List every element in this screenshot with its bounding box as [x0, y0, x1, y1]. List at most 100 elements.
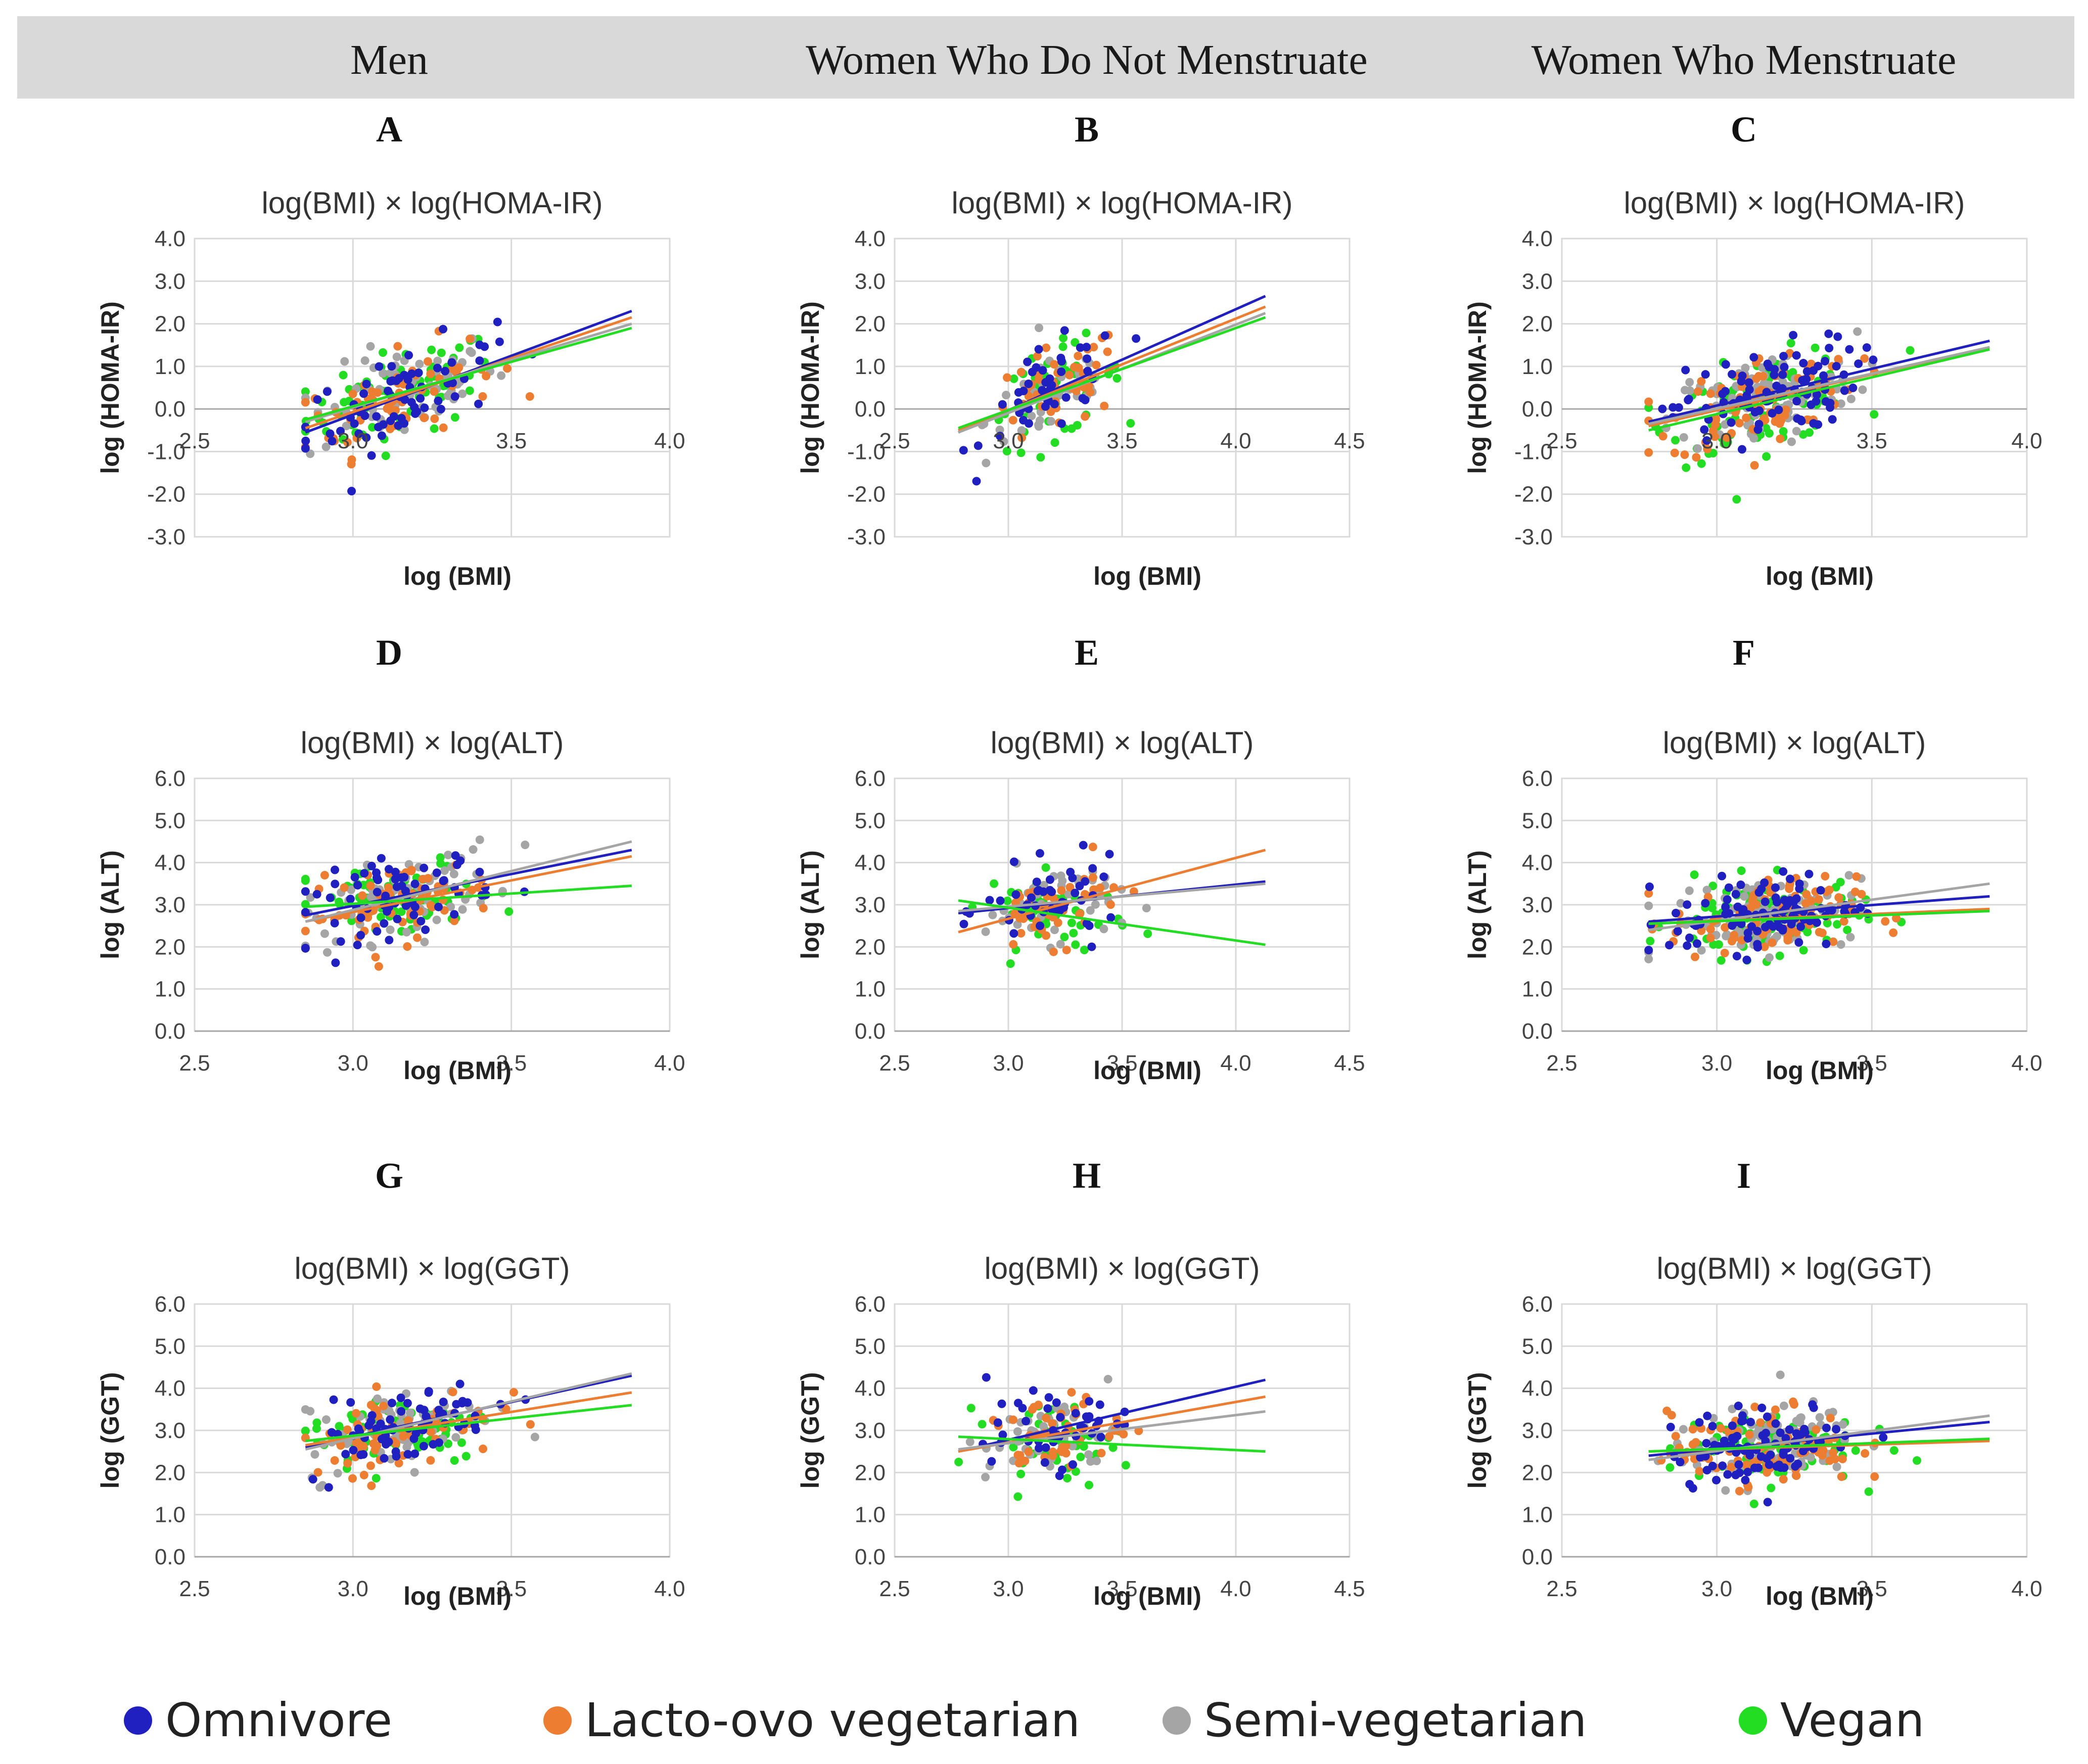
- panel-i-point-omnivore: [1708, 1461, 1717, 1470]
- panel-i-point-omnivore: [1757, 1404, 1767, 1413]
- panel-i-point-lacto-ovo-vegetarian: [1716, 1424, 1726, 1433]
- chart-panel-f: 6.0 5.0 4.0 3.0 2.0 1.0 0.0 2.5 3.0 3.5 4.0 log(BMI…: [1463, 726, 2043, 1085]
- panel-c-point-omnivore: [1721, 360, 1730, 369]
- panel-e-point-lacto-ovo-vegetarian: [1057, 886, 1066, 895]
- panel-d-point-omnivore: [356, 913, 365, 922]
- panel-g-point-vegan: [312, 1418, 321, 1427]
- panel-c-point-omnivore: [1812, 397, 1821, 406]
- panel-d-point-omnivore: [372, 868, 381, 877]
- panel-e-trendline-lacto-ovo-vegetarian: [958, 849, 1266, 934]
- panel-c-point-vegan: [1870, 410, 1879, 419]
- panel-i-point-omnivore: [1799, 1447, 1808, 1456]
- panel-e-point-lacto-ovo-vegetarian: [1042, 931, 1051, 940]
- panel-c-point-omnivore: [1832, 362, 1841, 371]
- panel-b-point-vegan: [1082, 329, 1091, 338]
- panel-i-point-omnivore: [1703, 1411, 1712, 1420]
- panel-c-point-omnivore: [1668, 403, 1678, 412]
- panel-d-point-vegan: [436, 859, 445, 868]
- panel-a-point-lacto-ovo-vegetarian: [430, 387, 439, 396]
- panel-d-y-tick-label: 1.0: [155, 977, 185, 1002]
- panel-e-point-lacto-ovo-vegetarian: [1053, 918, 1062, 927]
- panel-a-point-lacto-ovo-vegetarian: [424, 357, 433, 366]
- panel-i-point-lacto-ovo-vegetarian: [1771, 1405, 1780, 1414]
- panel-c-point-omnivore: [1701, 370, 1710, 379]
- panel-c-point-lacto-ovo-vegetarian: [1806, 359, 1816, 368]
- panel-c-point-lacto-ovo-vegetarian: [1680, 450, 1689, 459]
- panel-h-point-semi-vegetarian: [1013, 1427, 1022, 1436]
- panel-f-point-omnivore: [1753, 943, 1762, 952]
- panel-g-point-omnivore: [422, 1412, 431, 1421]
- panel-a-point-omnivore: [414, 368, 423, 378]
- panel-c-point-omnivore: [1809, 419, 1818, 428]
- panel-a-point-semi-vegetarian: [366, 342, 375, 351]
- panel-g-point-lacto-ovo-vegetarian: [426, 1456, 435, 1465]
- panel-c-point-lacto-ovo-vegetarian: [1760, 415, 1770, 425]
- panel-i-point-omnivore: [1696, 1453, 1705, 1462]
- panel-b-x-tick-label: 4.5: [1334, 429, 1365, 453]
- panel-i-point-omnivore: [1734, 1460, 1743, 1469]
- panel-g-point-vegan: [457, 1438, 466, 1447]
- panel-b-point-omnivore: [995, 432, 1004, 441]
- panel-a-point-omnivore: [400, 370, 409, 380]
- panel-e-point-semi-vegetarian: [1086, 906, 1095, 915]
- panel-c-point-omnivore: [1821, 357, 1830, 366]
- panel-d-point-omnivore: [373, 888, 382, 897]
- panel-g-point-lacto-ovo-vegetarian: [366, 1461, 375, 1470]
- panel-f-point-lacto-ovo-vegetarian: [1783, 936, 1792, 945]
- panel-i-chart-title: log(BMI) × log(GGT): [1656, 1251, 1932, 1285]
- panel-f-point-lacto-ovo-vegetarian: [1706, 924, 1715, 934]
- panel-a-trendline-vegan: [305, 327, 632, 421]
- panel-d-point-semi-vegetarian: [469, 845, 478, 854]
- panel-f-point-omnivore: [1769, 922, 1778, 931]
- panel-g-point-omnivore: [329, 1395, 338, 1404]
- panel-c-y-tick-label: -2.0: [1514, 482, 1553, 507]
- panel-g-point-lacto-ovo-vegetarian: [501, 1405, 511, 1414]
- panel-e-x-axis-label: log (BMI): [1093, 1056, 1201, 1085]
- panel-b-x-tick-label: 4.0: [1220, 429, 1251, 453]
- panel-c-point-omnivore: [1862, 343, 1871, 352]
- panel-c-y-tick-label: 4.0: [1522, 226, 1553, 251]
- panel-g-point-omnivore: [429, 1440, 438, 1449]
- panel-h-point-lacto-ovo-vegetarian: [1042, 1414, 1051, 1423]
- panel-i-point-lacto-ovo-vegetarian: [1762, 1468, 1772, 1477]
- panel-g-point-omnivore: [346, 1398, 355, 1407]
- panel-i-point-omnivore: [1741, 1475, 1750, 1484]
- panel-f-point-semi-vegetarian: [1836, 940, 1845, 949]
- panel-f-y-tick-label: 4.0: [1522, 851, 1553, 875]
- panel-a-point-vegan: [379, 348, 388, 357]
- panel-f-point-omnivore: [1796, 922, 1805, 931]
- panel-a-point-semi-vegetarian: [321, 442, 331, 451]
- panel-a-point-omnivore: [374, 423, 383, 432]
- panel-g-point-omnivore: [387, 1399, 396, 1408]
- panel-g-point-lacto-ovo-vegetarian: [348, 1474, 357, 1483]
- panel-d-point-omnivore: [391, 874, 400, 884]
- panel-i-point-vegan: [1889, 1446, 1898, 1455]
- panel-h-x-tick-label: 3.5: [1106, 1576, 1137, 1601]
- panel-a-y-axis-label: log (HOMA-IR): [96, 301, 124, 474]
- panel-h-x-tick-label: 3.0: [993, 1576, 1024, 1601]
- panel-h-point-vegan: [1076, 1453, 1085, 1462]
- panel-b-point-lacto-ovo-vegetarian: [1003, 373, 1012, 382]
- panel-c-trendline-semi-vegetarian: [1648, 346, 1990, 426]
- panel-c-point-omnivore: [1789, 331, 1798, 340]
- panel-h-point-omnivore: [1013, 1399, 1023, 1408]
- panel-a-point-semi-vegetarian: [342, 422, 351, 431]
- panel-a-point-lacto-ovo-vegetarian: [367, 387, 377, 396]
- panel-g-point-lacto-ovo-vegetarian: [343, 1459, 352, 1468]
- panel-c-point-omnivore: [1799, 359, 1808, 368]
- panel-b-point-lacto-ovo-vegetarian: [1103, 347, 1112, 356]
- panel-g-point-lacto-ovo-vegetarian: [351, 1409, 360, 1418]
- panel-d-point-omnivore: [452, 860, 461, 869]
- panel-b-point-lacto-ovo-vegetarian: [1070, 362, 1079, 372]
- panel-i-y-tick-label: 2.0: [1522, 1460, 1553, 1485]
- panel-e-point-lacto-ovo-vegetarian: [1016, 929, 1026, 938]
- panel-a-point-omnivore: [436, 404, 445, 413]
- panel-i-point-omnivore: [1718, 1461, 1727, 1470]
- panel-c-point-omnivore: [1727, 418, 1736, 427]
- panel-f-point-lacto-ovo-vegetarian: [1881, 917, 1890, 926]
- column-header-bar: [17, 16, 2074, 99]
- panel-f-point-vegan: [1716, 956, 1726, 965]
- panel-i-point-vegan: [1767, 1483, 1776, 1493]
- panel-g-point-omnivore: [327, 1428, 336, 1437]
- panel-f-point-semi-vegetarian: [1722, 932, 1731, 941]
